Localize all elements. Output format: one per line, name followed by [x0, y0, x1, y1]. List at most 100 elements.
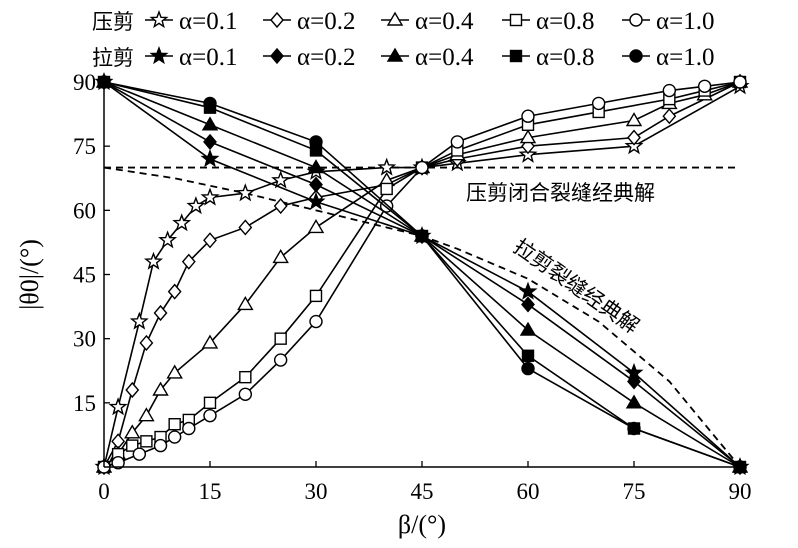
- data-point: [697, 79, 712, 93]
- y-tick-label: 15: [73, 391, 96, 416]
- legend-group-label: 拉剪: [92, 46, 134, 70]
- data-point: [139, 334, 154, 352]
- data-point: [591, 96, 606, 111]
- data-point: [144, 251, 163, 270]
- data-point: [203, 133, 217, 150]
- data-point: [662, 108, 677, 125]
- data-point: [201, 334, 219, 349]
- x-tick-label: 75: [623, 479, 646, 504]
- data-point: [274, 332, 287, 345]
- legend: 压剪 α=0.1 α=0.2 α=0.4 α=0.8 α=1.0 拉剪 α=0.1 α=0.2 α…: [92, 8, 714, 71]
- data-point: [518, 281, 538, 300]
- legend-marker: [149, 10, 169, 29]
- data-point: [271, 170, 291, 189]
- legend-entry-label: α=0.8: [536, 44, 594, 71]
- legend-entry-label: α=0.8: [536, 8, 594, 35]
- data-point: [237, 296, 254, 311]
- y-tick-label: 45: [73, 263, 96, 288]
- data-point: [168, 418, 181, 431]
- data-point: [273, 353, 288, 367]
- legend-marker: [270, 11, 284, 29]
- data-point: [519, 321, 537, 336]
- data-point: [201, 116, 219, 131]
- data-point: [125, 381, 140, 399]
- x-tick-label: 0: [98, 479, 110, 504]
- data-point: [111, 456, 125, 470]
- data-point: [415, 160, 429, 175]
- data-point: [415, 229, 429, 243]
- data-point: [203, 96, 217, 111]
- data-point: [733, 75, 747, 89]
- data-point: [124, 424, 141, 439]
- y-axis-label: |θ0|/(°): [15, 239, 44, 310]
- data-point: [203, 408, 217, 423]
- x-tick-label: 60: [517, 479, 540, 504]
- series-5: [97, 75, 747, 474]
- data-point: [166, 364, 183, 379]
- legend-entry-label: α=0.2: [297, 44, 355, 71]
- data-point: [140, 435, 153, 448]
- y-tick-label: 30: [73, 327, 96, 352]
- legend-entry-label: α=1.0: [656, 44, 714, 71]
- data-point: [309, 314, 323, 329]
- data-point: [167, 283, 182, 300]
- legend-entry-label: α=0.4: [415, 44, 474, 71]
- data-point: [625, 112, 643, 127]
- data-point: [307, 219, 325, 234]
- data-point: [153, 304, 168, 322]
- data-point: [627, 421, 641, 436]
- data-series: [94, 72, 750, 476]
- y-tick-label: 60: [73, 198, 96, 223]
- data-point: [172, 213, 192, 232]
- legend-entry-label: α=0.4: [415, 8, 474, 35]
- data-point: [186, 196, 206, 215]
- data-point: [238, 219, 253, 236]
- data-point: [182, 421, 196, 436]
- data-point: [273, 197, 288, 215]
- data-point: [153, 438, 168, 453]
- data-point: [521, 296, 535, 313]
- legend-marker: [149, 46, 169, 65]
- axes: 0 15 30 45 60 75 90 15 30 45 60 75 90 β/(°) |θ0|/(°): [15, 70, 752, 539]
- data-point: [380, 182, 393, 196]
- data-point: [167, 430, 182, 444]
- data-point: [203, 232, 217, 249]
- legend-entry-label: α=1.0: [656, 8, 714, 35]
- data-point: [203, 396, 217, 410]
- data-point: [181, 253, 196, 270]
- data-point: [200, 149, 220, 168]
- data-point: [239, 370, 252, 384]
- data-point: [126, 439, 139, 452]
- legend-entry-label: α=0.1: [179, 44, 237, 71]
- data-point: [521, 349, 535, 362]
- data-point: [307, 159, 325, 174]
- data-point: [132, 447, 147, 461]
- data-point: [309, 135, 323, 149]
- series-line: [103, 81, 741, 468]
- data-point: [152, 381, 169, 396]
- x-tick-label: 15: [199, 479, 222, 504]
- data-point: [238, 387, 253, 401]
- legend-entry-label: α=0.2: [297, 8, 355, 35]
- data-point: [450, 135, 465, 149]
- data-point: [627, 129, 641, 146]
- data-point: [235, 183, 255, 202]
- data-point: [627, 373, 641, 390]
- legend-marker: [509, 13, 523, 27]
- data-point: [309, 289, 323, 303]
- x-tick-label: 45: [411, 479, 434, 504]
- series-8: [95, 73, 749, 473]
- data-point: [662, 83, 677, 98]
- data-point: [158, 230, 178, 249]
- legend-marker: [386, 47, 404, 62]
- data-point: [625, 394, 643, 409]
- y-tick-label: 90: [73, 70, 96, 95]
- legend-marker: [386, 11, 404, 26]
- data-point: [521, 361, 535, 376]
- legend-marker: [270, 47, 284, 65]
- x-tick-label: 30: [305, 479, 328, 504]
- data-point: [108, 397, 128, 416]
- data-point: [519, 129, 537, 144]
- legend-entry-label: α=0.1: [179, 8, 237, 35]
